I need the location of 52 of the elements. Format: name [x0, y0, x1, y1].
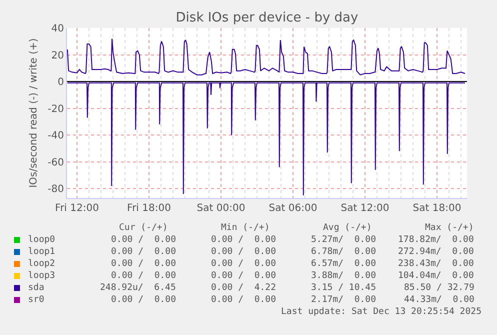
text: 0.00 / 0.00	[111, 295, 176, 305]
text: 44.33m/ 0.00	[404, 295, 474, 305]
x-tick-label: Sat 06:00	[268, 203, 318, 214]
legend-label: loop3	[28, 271, 56, 281]
y-tick-label: -60	[48, 157, 64, 168]
legend-label: loop2	[28, 259, 56, 269]
line-series	[67, 38, 466, 76]
text: 0.00 / 0.00	[211, 247, 276, 257]
x-tick-label: Fri 12:00	[55, 203, 99, 214]
text: 0.00 / 0.00	[211, 295, 276, 305]
y-tick-label: -40	[48, 130, 64, 142]
text: 3.88m/ 0.00	[311, 271, 376, 281]
chart-title: Disk IOs per device - by day	[176, 10, 359, 26]
text: 0.00 / 0.00	[111, 259, 176, 269]
text: 3.15 / 10.45	[311, 283, 376, 293]
text: 0.00 / 0.00	[211, 235, 276, 245]
text: Avg (-/+)	[323, 223, 372, 233]
x-tick-label: Sat 12:00	[340, 203, 390, 214]
y-tick-label: 20	[51, 50, 64, 62]
text: 178.82m/ 0.00	[398, 235, 474, 245]
x-tick-label: Sat 00:00	[196, 203, 246, 214]
y-axis-title: IOs/second read (-) / write (+)	[28, 38, 40, 188]
text: 104.04m/ 0.00	[398, 271, 474, 281]
text: 0.00 / 0.00	[211, 259, 276, 269]
text: Last update: Sat Dec 13 20:25:54 2025	[281, 307, 482, 317]
x-tick-label: Fri 18:00	[127, 203, 171, 214]
y-tick-label: 0	[58, 77, 64, 88]
text: 0.00 / 0.00	[111, 247, 176, 257]
text: 0.00 / 0.00	[111, 271, 176, 281]
text: 5.27m/ 0.00	[311, 235, 376, 245]
legend-label: sda	[28, 283, 44, 293]
text: 0.00 / 0.00	[111, 235, 176, 245]
y-tick-label: -80	[48, 184, 64, 196]
text: Cur (-/+)	[119, 223, 168, 233]
text: 6.78m/ 0.00	[311, 247, 376, 257]
text: 6.57m/ 0.00	[311, 259, 376, 269]
text: Max (-/+)	[425, 223, 474, 233]
text: 0.00 / 0.00	[211, 271, 276, 281]
y-tick-label: -20	[48, 104, 64, 115]
x-tick-label: Sat 18:00	[412, 203, 462, 214]
legend-label: loop0	[28, 235, 56, 245]
text: 0.00 / 4.22	[211, 283, 276, 293]
text: 238.43m/ 0.00	[398, 259, 474, 269]
text: 2.17m/ 0.00	[311, 295, 376, 305]
line-series	[67, 82, 466, 196]
legend-label: sr0	[28, 295, 44, 305]
y-tick-label: 40	[51, 24, 64, 34]
legend-label: loop1	[28, 247, 56, 257]
text: Min (-/+)	[221, 223, 270, 233]
text: 85.50 / 32.79	[404, 283, 474, 293]
text: 272.94m/ 0.00	[398, 247, 474, 257]
text: 248.92u/ 6.45	[100, 283, 176, 293]
